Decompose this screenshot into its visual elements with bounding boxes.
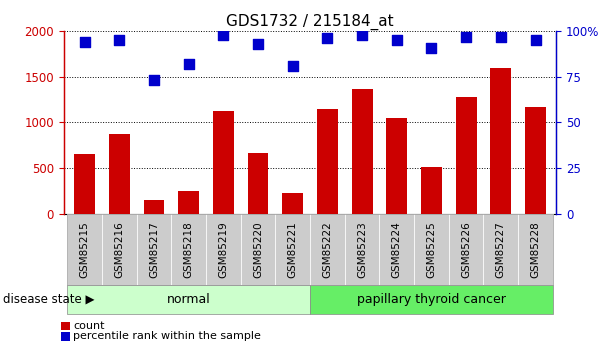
Bar — [525, 107, 546, 214]
Point — [184, 61, 193, 67]
Bar — [74, 154, 95, 214]
Text: disease state ▶: disease state ▶ — [3, 293, 94, 306]
Point — [461, 34, 471, 39]
Bar — [351, 89, 373, 214]
Text: GSM85222: GSM85222 — [322, 221, 333, 278]
Point — [531, 37, 541, 43]
Point — [80, 39, 89, 45]
Point — [218, 32, 228, 38]
Bar — [491, 68, 511, 214]
Text: GSM85218: GSM85218 — [184, 221, 194, 278]
Bar — [386, 118, 407, 214]
Bar — [143, 200, 164, 214]
Bar — [213, 111, 234, 214]
Bar — [109, 134, 130, 214]
Text: GSM85217: GSM85217 — [149, 221, 159, 278]
Text: GSM85225: GSM85225 — [426, 221, 437, 278]
Text: percentile rank within the sample: percentile rank within the sample — [73, 332, 261, 341]
Bar — [282, 193, 303, 214]
Title: GDS1732 / 215184_at: GDS1732 / 215184_at — [226, 13, 394, 30]
Point — [358, 32, 367, 38]
Text: GSM85216: GSM85216 — [114, 221, 124, 278]
Text: GSM85228: GSM85228 — [531, 221, 541, 278]
Text: GSM85227: GSM85227 — [496, 221, 506, 278]
Bar — [247, 152, 269, 214]
Point — [149, 78, 159, 83]
Text: GSM85223: GSM85223 — [357, 221, 367, 278]
Point — [253, 41, 263, 47]
Text: GSM85221: GSM85221 — [288, 221, 298, 278]
Bar — [421, 167, 442, 214]
Text: GSM85215: GSM85215 — [80, 221, 89, 278]
Bar — [456, 97, 477, 214]
Point — [496, 34, 506, 39]
Text: normal: normal — [167, 293, 210, 306]
Text: GSM85224: GSM85224 — [392, 221, 402, 278]
Text: GSM85226: GSM85226 — [461, 221, 471, 278]
Text: GSM85219: GSM85219 — [218, 221, 229, 278]
Bar — [317, 109, 338, 214]
Point — [323, 36, 333, 41]
Bar — [178, 191, 199, 214]
Point — [288, 63, 297, 69]
Point — [114, 37, 124, 43]
Point — [427, 45, 437, 50]
Text: GSM85220: GSM85220 — [253, 221, 263, 278]
Text: papillary thyroid cancer: papillary thyroid cancer — [357, 293, 506, 306]
Point — [392, 37, 402, 43]
Text: count: count — [73, 321, 105, 331]
